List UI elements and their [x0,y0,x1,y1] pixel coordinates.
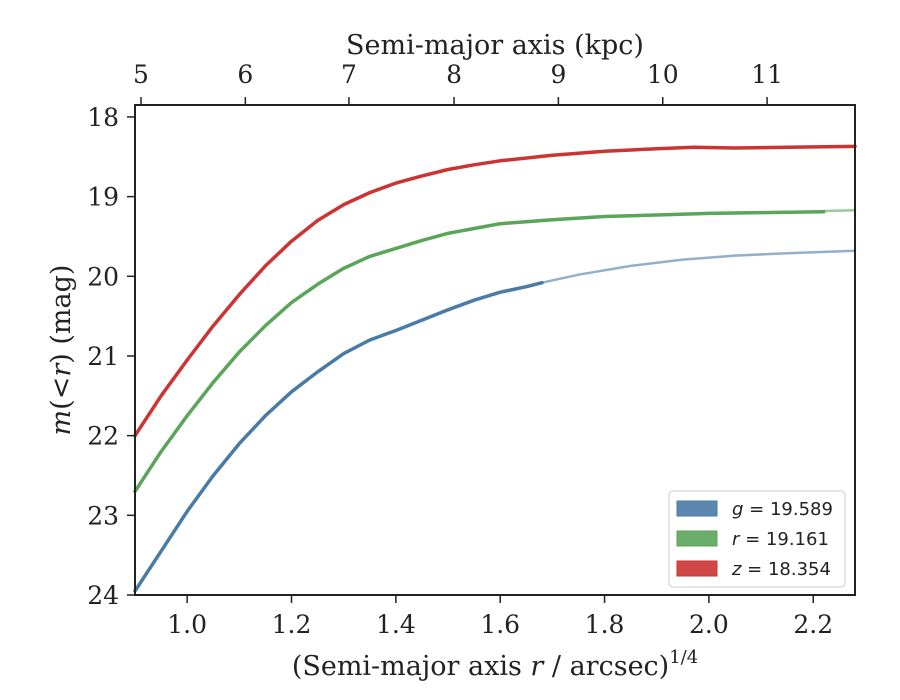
y-axis-label: m(<r) (mag) [46,265,77,436]
series-line-g-extension [540,249,857,284]
x-tick-label: 2.0 [689,610,729,639]
x-tick-label: 2.2 [793,610,833,639]
top-tick-label: 11 [751,60,783,89]
legend-label-g: g = 19.589 [732,499,833,520]
series-layer [133,144,857,593]
y-tick-label: 21 [87,342,119,371]
legend-swatch-g [676,500,718,517]
top-tick-label: 10 [647,60,679,89]
x-ticks: 1.0 1.2 1.4 1.6 1.8 2.0 2.2 [167,595,833,639]
top-tick-label: 5 [133,60,149,89]
y-tick-label: 24 [87,581,119,610]
legend-label-r: r = 19.161 [732,529,829,550]
series-line-g [133,280,544,593]
y-tick-label: 19 [87,183,119,212]
x-tick-label: 1.0 [167,610,207,639]
plot-frame [134,104,856,596]
top-tick-label: 9 [550,60,566,89]
y-tick-label: 18 [87,103,119,132]
series-line-r-extension [822,208,857,213]
legend-swatch-r [676,530,718,547]
top-tick-label: 7 [341,60,357,89]
series-line-r [133,210,826,494]
top-tick-label: 6 [237,60,253,89]
x-tick-label: 1.6 [480,610,520,639]
top-axis-label: Semi-major axis (kpc) [346,30,644,61]
legend-entry-g: g = 19.589 [676,499,833,520]
x-axis-label: (Semi-major axis r / arcsec)1/4 [292,647,698,682]
top-ticks: 5 6 7 8 9 10 11 [133,60,783,105]
legend: g = 19.589 r = 19.161 z = 18.354 [668,490,846,588]
x-tick-label: 1.8 [585,610,625,639]
legend-entry-r: r = 19.161 [676,529,829,550]
legend-swatch-z [676,560,718,577]
top-tick-label: 8 [446,60,462,89]
legend-label-z: z = 18.354 [731,559,831,580]
y-tick-label: 23 [87,501,119,530]
y-tick-label: 20 [87,262,119,291]
series-line-z [133,144,857,438]
y-tick-label: 22 [87,422,119,451]
x-tick-label: 1.2 [272,610,312,639]
legend-entry-z: z = 18.354 [676,559,831,580]
y-ticks: 18 19 20 21 22 23 24 [87,103,135,610]
x-tick-label: 1.4 [376,610,416,639]
